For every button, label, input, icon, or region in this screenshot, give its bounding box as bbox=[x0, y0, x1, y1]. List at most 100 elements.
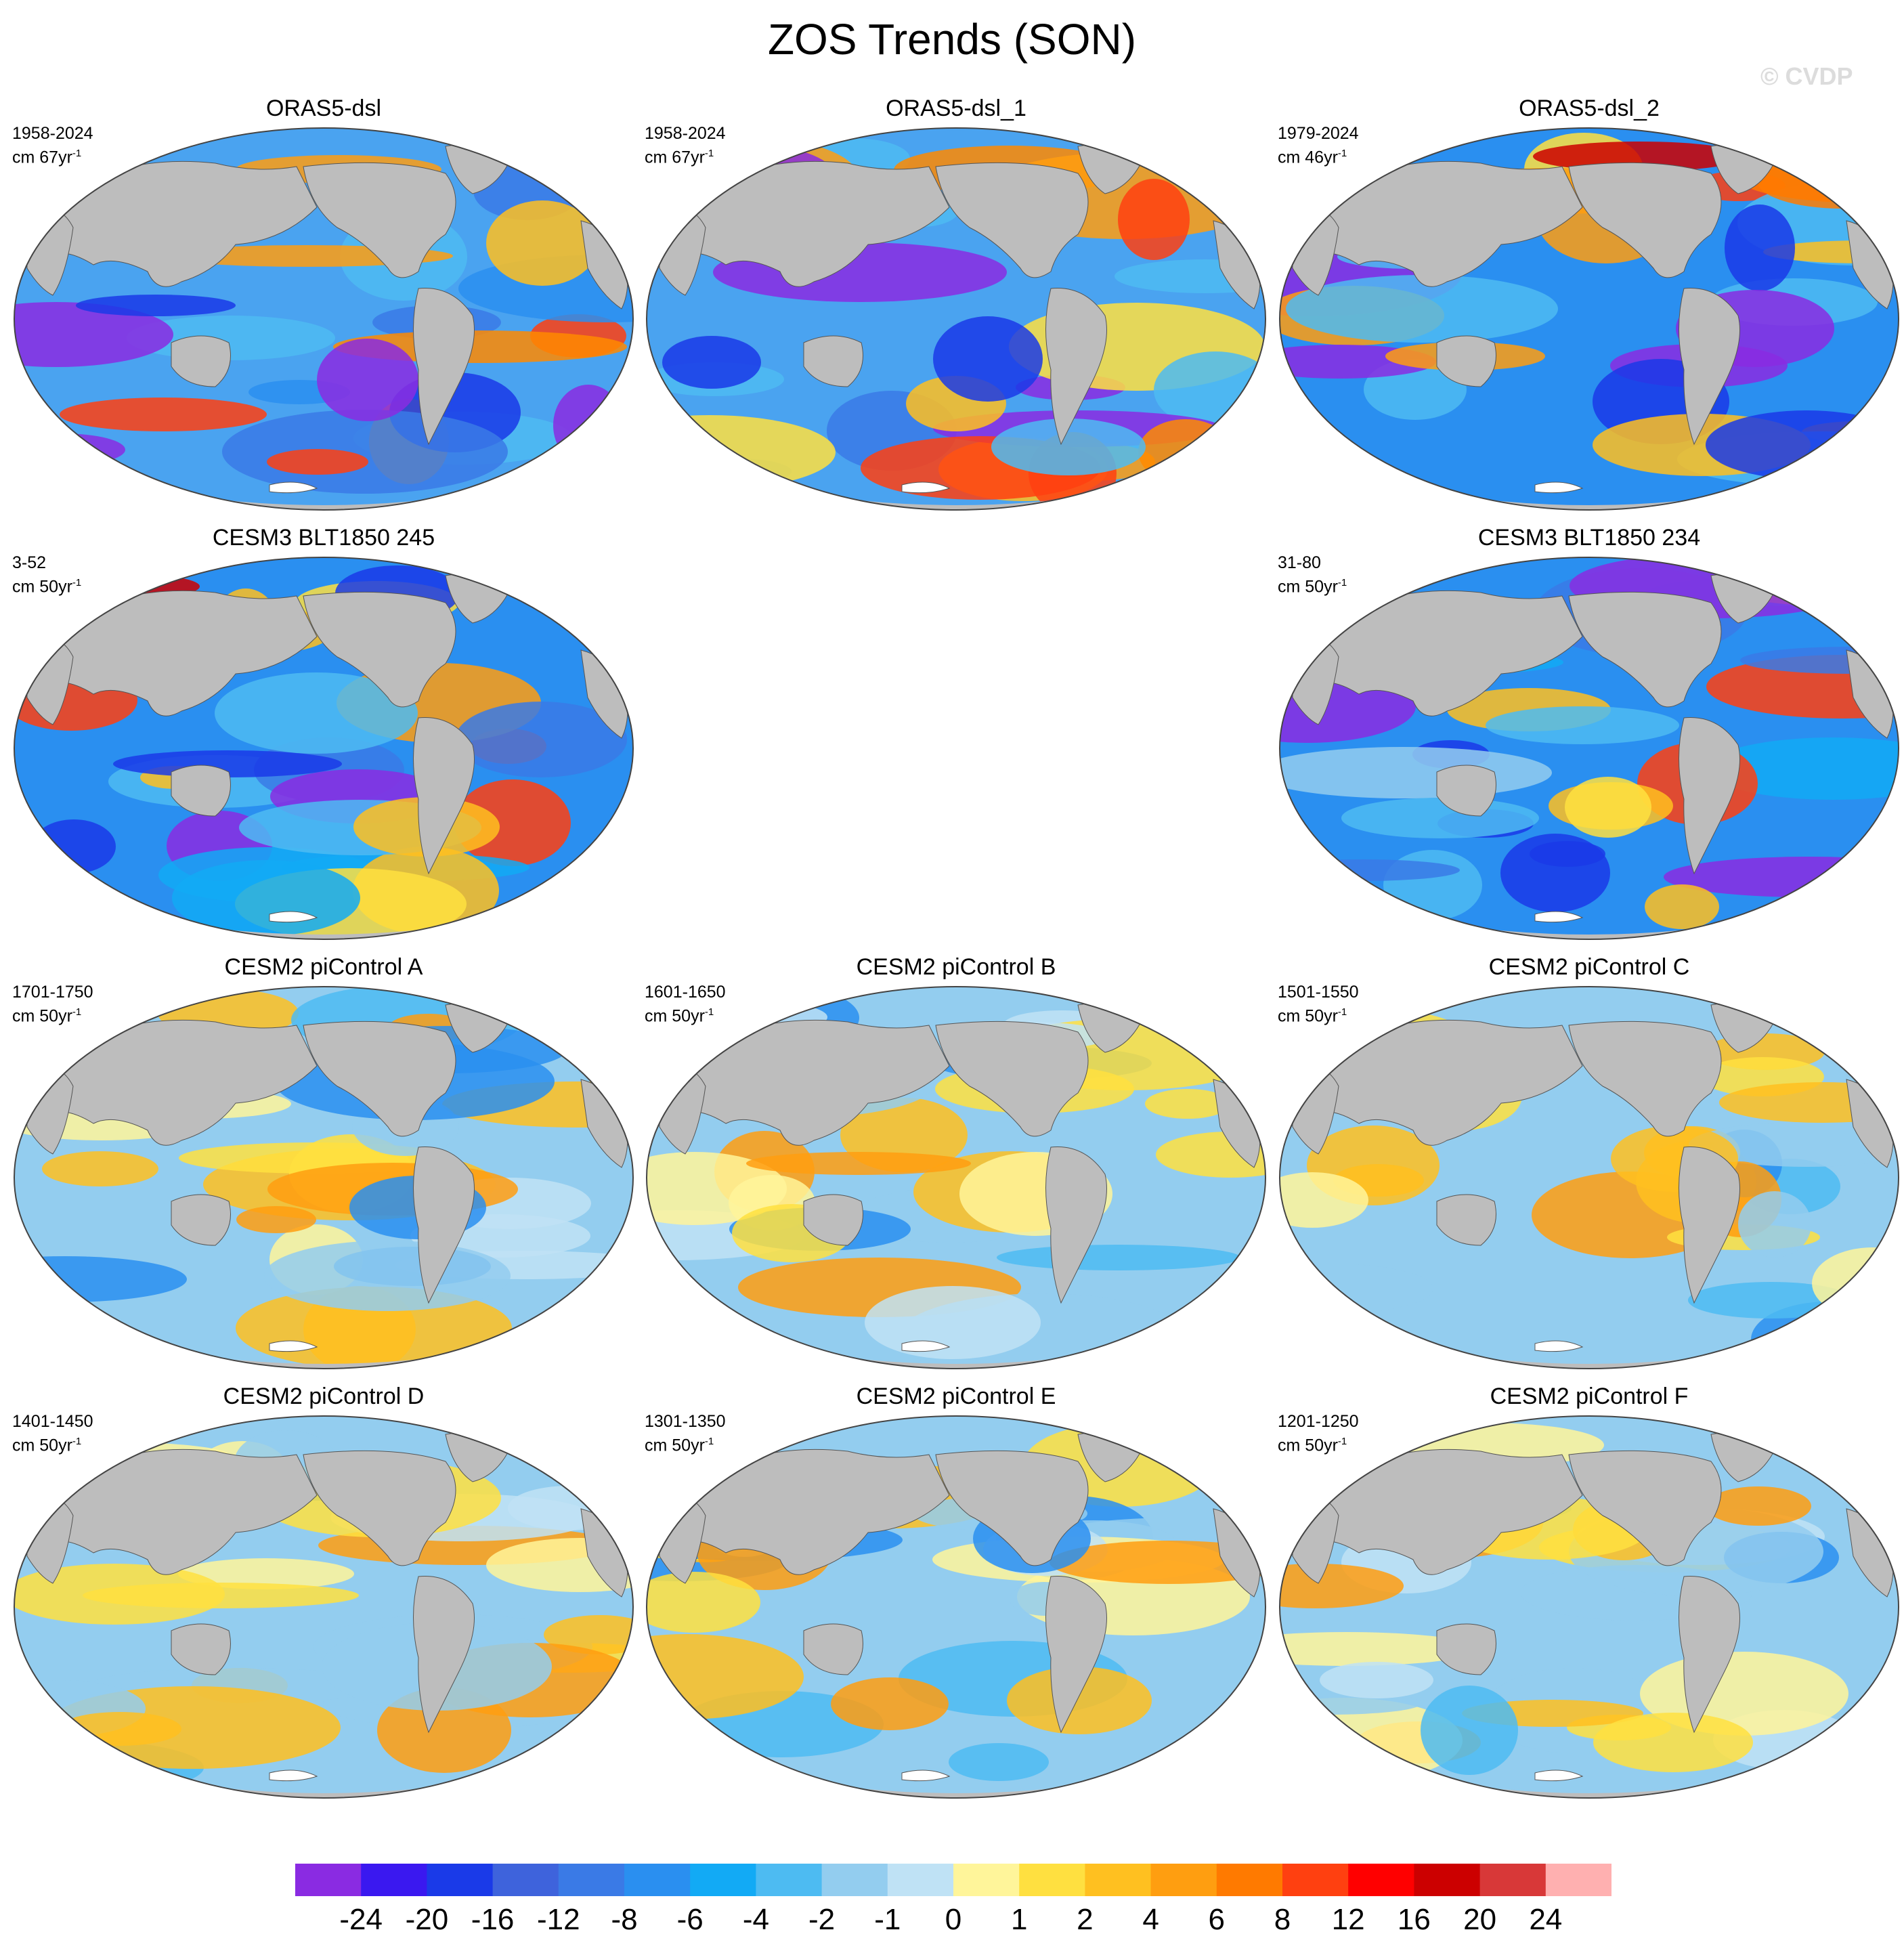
panel-units: cm 50yr-1 bbox=[12, 573, 81, 597]
land-australia bbox=[171, 335, 231, 387]
land-eurasia bbox=[1305, 1019, 1583, 1146]
world-map bbox=[14, 986, 634, 1369]
land-antarctica bbox=[1534, 481, 1584, 494]
land-antarctica bbox=[269, 481, 318, 494]
land-north-america bbox=[1568, 1450, 1722, 1566]
colorbar-tick-label: 4 bbox=[1142, 1903, 1159, 1936]
world-map bbox=[1279, 127, 1899, 511]
world-map bbox=[646, 986, 1266, 1369]
land-antarctica bbox=[1534, 911, 1584, 923]
units-exponent: -1 bbox=[1337, 577, 1347, 588]
land-north-america bbox=[303, 1021, 456, 1137]
map-panel: CESM2 piControl F 1201-1250 cm 50yr-1 bbox=[1278, 1383, 1901, 1803]
map-panel: CESM3 BLT1850 245 3-52 cm 50yr-1 bbox=[12, 524, 635, 944]
colorbar-tick-label: 6 bbox=[1208, 1903, 1226, 1936]
land-antarctica bbox=[901, 1770, 951, 1782]
world-map bbox=[14, 557, 634, 940]
land-north-america bbox=[1568, 162, 1722, 278]
world-map bbox=[1279, 557, 1899, 940]
land-north-america bbox=[935, 162, 1089, 278]
colorbar-tick-label: -20 bbox=[405, 1903, 449, 1936]
panel-period: 1501-1550 bbox=[1278, 983, 1359, 1002]
colorbar-swatch bbox=[690, 1864, 756, 1896]
panel-units: cm 50yr-1 bbox=[645, 1002, 714, 1026]
panel-title: CESM3 BLT1850 234 bbox=[1477, 525, 1701, 551]
colorbar-swatch bbox=[1150, 1864, 1217, 1896]
land-south-america bbox=[1045, 1576, 1107, 1734]
colorbar bbox=[295, 1864, 1611, 1896]
units-text: cm 50yr bbox=[645, 1436, 705, 1455]
land-antarctica bbox=[1534, 1340, 1584, 1352]
colorbar-swatch bbox=[1282, 1864, 1349, 1896]
units-text: cm 50yr bbox=[1278, 577, 1338, 597]
land-antarctica bbox=[901, 1340, 951, 1352]
panel-units: cm 50yr-1 bbox=[1278, 1432, 1347, 1455]
panel-units: cm 50yr-1 bbox=[12, 1432, 81, 1455]
world-map bbox=[646, 127, 1266, 511]
land-eurasia bbox=[672, 1019, 950, 1146]
land-eurasia bbox=[40, 590, 318, 716]
units-text: cm 50yr bbox=[12, 1436, 72, 1455]
land-australia bbox=[1436, 1194, 1496, 1246]
colorbar-tick-label: 0 bbox=[945, 1903, 962, 1936]
colorbar-tick-label: -24 bbox=[339, 1903, 383, 1936]
land-antarctica bbox=[269, 1340, 318, 1352]
land-eurasia bbox=[40, 160, 318, 287]
panel-title: ORAS5-dsl_2 bbox=[1519, 95, 1660, 121]
land-australia bbox=[803, 335, 863, 387]
map-panel: CESM2 piControl C 1501-1550 cm 50yr-1 bbox=[1278, 953, 1901, 1373]
land-australia bbox=[1436, 1623, 1496, 1675]
panel-period: 1958-2024 bbox=[645, 124, 726, 143]
units-exponent: -1 bbox=[72, 1006, 82, 1018]
colorbar-tick-label: 8 bbox=[1274, 1903, 1291, 1936]
land-eurasia bbox=[672, 1449, 950, 1575]
land-antarctica bbox=[901, 481, 951, 494]
colorbar-swatch bbox=[887, 1864, 954, 1896]
land-north-america bbox=[935, 1450, 1089, 1566]
colorbar-tick-label: 16 bbox=[1397, 1903, 1431, 1936]
watermark: © CVDP bbox=[1760, 62, 1853, 90]
panel-title: CESM2 piControl C bbox=[1488, 954, 1690, 980]
panel-units: cm 50yr-1 bbox=[1278, 1002, 1347, 1026]
map-panel: CESM2 piControl B 1601-1650 cm 50yr-1 bbox=[645, 953, 1268, 1373]
colorbar-tick-label: 12 bbox=[1331, 1903, 1365, 1936]
colorbar-swatch bbox=[1414, 1864, 1481, 1896]
colorbar-swatch bbox=[1085, 1864, 1152, 1896]
colorbar-swatch bbox=[756, 1864, 823, 1896]
land-south-america bbox=[1679, 1576, 1740, 1734]
panel-period: 1201-1250 bbox=[1278, 1412, 1359, 1431]
land-north-america bbox=[303, 1450, 456, 1566]
land-south-america bbox=[1045, 1146, 1107, 1304]
map-panel: CESM3 BLT1850 234 31-80 cm 50yr-1 bbox=[1278, 524, 1901, 944]
units-exponent: -1 bbox=[72, 1436, 82, 1447]
land-australia bbox=[803, 1194, 863, 1246]
land-north-america bbox=[303, 162, 456, 278]
panel-period: 31-80 bbox=[1278, 553, 1321, 572]
land-south-america bbox=[413, 1576, 475, 1734]
colorbar-swatch bbox=[492, 1864, 559, 1896]
colorbar-swatch bbox=[558, 1864, 625, 1896]
land-eurasia bbox=[40, 1019, 318, 1146]
land-australia bbox=[171, 765, 231, 817]
panel-title: ORAS5-dsl_1 bbox=[886, 95, 1026, 121]
units-text: cm 50yr bbox=[12, 577, 72, 597]
colorbar-tick-label: 20 bbox=[1463, 1903, 1497, 1936]
units-exponent: -1 bbox=[72, 577, 82, 588]
land-australia bbox=[171, 1623, 231, 1675]
colorbar-swatch bbox=[624, 1864, 691, 1896]
land-antarctica bbox=[269, 1770, 318, 1782]
land-australia bbox=[803, 1623, 863, 1675]
colorbar-tick-label: -2 bbox=[808, 1903, 836, 1936]
land-australia bbox=[1436, 335, 1496, 387]
panel-title: CESM2 piControl D bbox=[223, 1384, 425, 1409]
colorbar-swatch bbox=[361, 1864, 427, 1896]
colorbar-tick-label: -4 bbox=[742, 1903, 769, 1936]
colorbar-tick-label: -6 bbox=[676, 1903, 704, 1936]
land-north-america bbox=[1568, 1021, 1722, 1137]
world-map bbox=[1279, 1415, 1899, 1799]
map-panel: CESM2 piControl D 1401-1450 cm 50yr-1 bbox=[12, 1383, 635, 1803]
panel-units: cm 50yr-1 bbox=[1278, 573, 1347, 597]
colorbar-swatch bbox=[1545, 1864, 1611, 1896]
land-eurasia bbox=[1305, 590, 1583, 716]
colorbar-swatch bbox=[427, 1864, 494, 1896]
